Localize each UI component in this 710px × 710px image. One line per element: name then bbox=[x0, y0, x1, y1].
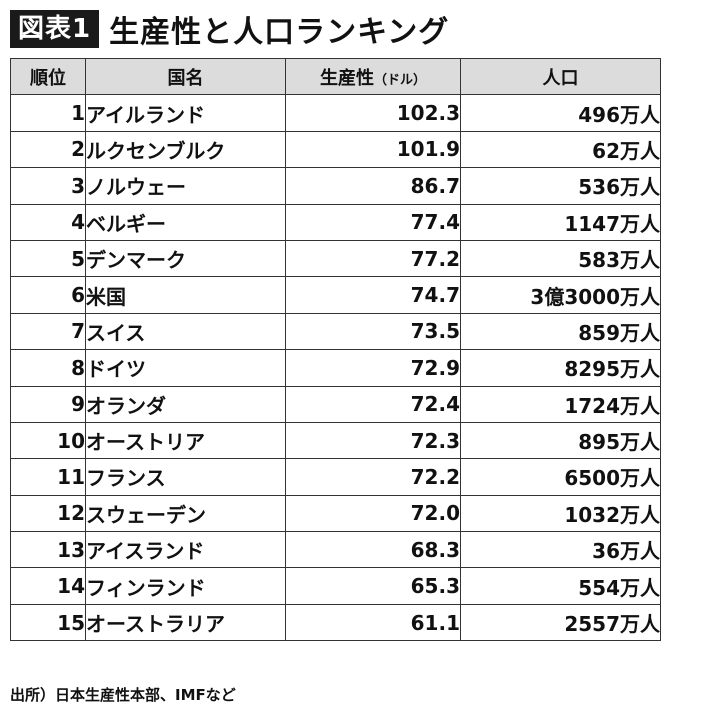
cell-population: 1724万人 bbox=[460, 385, 661, 423]
header-country: 国名 bbox=[85, 57, 286, 96]
cell-country: ノルウェー bbox=[85, 167, 286, 205]
cell-productivity: 72.4 bbox=[285, 385, 461, 423]
cell-productivity: 72.2 bbox=[285, 458, 461, 496]
table-row: 7 スイス 73.5 859万人 bbox=[10, 312, 661, 351]
table-header-row: 順位 国名 生産性（ドル） 人口 bbox=[10, 57, 661, 96]
source-note: 出所）日本生産性本部、IMFなど bbox=[10, 686, 236, 704]
cell-population: 36万人 bbox=[460, 531, 661, 569]
cell-country: アイルランド bbox=[85, 94, 286, 132]
table-row: 13 アイスランド 68.3 36万人 bbox=[10, 531, 661, 569]
cell-population: 554万人 bbox=[460, 567, 661, 605]
cell-population: 1032万人 bbox=[460, 494, 661, 533]
cell-rank: 11 bbox=[10, 458, 86, 496]
cell-productivity: 61.1 bbox=[285, 603, 461, 642]
cell-rank: 2 bbox=[10, 130, 86, 169]
cell-rank: 6 bbox=[10, 276, 86, 314]
cell-population: 895万人 bbox=[460, 421, 661, 460]
table-row: 14 フィンランド 65.3 554万人 bbox=[10, 567, 661, 605]
cell-rank: 3 bbox=[10, 167, 86, 205]
header-productivity-unit: （ドル） bbox=[373, 72, 426, 88]
cell-rank: 12 bbox=[10, 494, 86, 533]
cell-population: 62万人 bbox=[460, 130, 661, 169]
cell-productivity: 68.3 bbox=[285, 531, 461, 569]
cell-rank: 8 bbox=[10, 349, 86, 387]
cell-rank: 1 bbox=[10, 94, 86, 132]
figure-title: 生産性と人口ランキング bbox=[109, 15, 450, 50]
cell-country: スイス bbox=[85, 312, 286, 351]
table-row: 6 米国 74.7 3億3000万人 bbox=[10, 276, 661, 314]
cell-rank: 10 bbox=[10, 421, 86, 460]
cell-productivity: 72.9 bbox=[285, 349, 461, 387]
cell-country: 米国 bbox=[85, 276, 286, 314]
table-row: 9 オランダ 72.4 1724万人 bbox=[10, 385, 661, 423]
table-row: 15 オーストラリア 61.1 2557万人 bbox=[10, 603, 661, 642]
cell-productivity: 72.0 bbox=[285, 494, 461, 533]
cell-population: 496万人 bbox=[460, 94, 661, 132]
table-row: 1 アイルランド 102.3 496万人 bbox=[10, 94, 661, 132]
figure-header: 図表1 生産性と人口ランキング bbox=[10, 8, 449, 50]
cell-rank: 5 bbox=[10, 239, 86, 278]
cell-population: 1147万人 bbox=[460, 203, 661, 241]
cell-rank: 15 bbox=[10, 603, 86, 642]
cell-productivity: 77.2 bbox=[285, 239, 461, 278]
cell-rank: 4 bbox=[10, 203, 86, 241]
header-population: 人口 bbox=[460, 57, 661, 96]
cell-rank: 14 bbox=[10, 567, 86, 605]
cell-population: 583万人 bbox=[460, 239, 661, 278]
cell-country: ドイツ bbox=[85, 349, 286, 387]
cell-country: スウェーデン bbox=[85, 494, 286, 533]
cell-productivity: 102.3 bbox=[285, 94, 461, 132]
cell-productivity: 72.3 bbox=[285, 421, 461, 460]
cell-population: 3億3000万人 bbox=[460, 276, 661, 314]
cell-productivity: 101.9 bbox=[285, 130, 461, 169]
cell-country: フランス bbox=[85, 458, 286, 496]
cell-country: ルクセンブルク bbox=[85, 130, 286, 169]
cell-productivity: 86.7 bbox=[285, 167, 461, 205]
cell-country: ベルギー bbox=[85, 203, 286, 241]
table-row: 4 ベルギー 77.4 1147万人 bbox=[10, 203, 661, 241]
cell-population: 536万人 bbox=[460, 167, 661, 205]
figure-badge: 図表1 bbox=[10, 10, 100, 48]
header-rank: 順位 bbox=[10, 57, 86, 96]
cell-country: アイスランド bbox=[85, 531, 286, 569]
cell-rank: 13 bbox=[10, 531, 86, 569]
table-row: 5 デンマーク 77.2 583万人 bbox=[10, 239, 661, 278]
table-row: 3 ノルウェー 86.7 536万人 bbox=[10, 167, 661, 205]
cell-productivity: 73.5 bbox=[285, 312, 461, 351]
cell-productivity: 65.3 bbox=[285, 567, 461, 605]
cell-population: 859万人 bbox=[460, 312, 661, 351]
table-row: 10 オーストリア 72.3 895万人 bbox=[10, 421, 661, 460]
cell-population: 8295万人 bbox=[460, 349, 661, 387]
table-row: 2 ルクセンブルク 101.9 62万人 bbox=[10, 130, 661, 169]
cell-country: フィンランド bbox=[85, 567, 286, 605]
ranking-table: 順位 国名 生産性（ドル） 人口 1 アイルランド 102.3 496万人 2 ルクセンブ… bbox=[10, 57, 661, 642]
cell-productivity: 77.4 bbox=[285, 203, 461, 241]
cell-country: オーストリア bbox=[85, 421, 286, 460]
cell-rank: 9 bbox=[10, 385, 86, 423]
cell-productivity: 74.7 bbox=[285, 276, 461, 314]
cell-rank: 7 bbox=[10, 312, 86, 351]
header-productivity-label: 生産性 bbox=[319, 67, 374, 89]
table-row: 11 フランス 72.2 6500万人 bbox=[10, 458, 661, 496]
header-productivity: 生産性（ドル） bbox=[285, 57, 461, 96]
cell-country: オランダ bbox=[85, 385, 286, 423]
table-row: 8 ドイツ 72.9 8295万人 bbox=[10, 349, 661, 387]
cell-country: オーストラリア bbox=[85, 603, 286, 642]
table-row: 12 スウェーデン 72.0 1032万人 bbox=[10, 494, 661, 533]
cell-population: 2557万人 bbox=[460, 603, 661, 642]
cell-population: 6500万人 bbox=[460, 458, 661, 496]
cell-country: デンマーク bbox=[85, 239, 286, 278]
